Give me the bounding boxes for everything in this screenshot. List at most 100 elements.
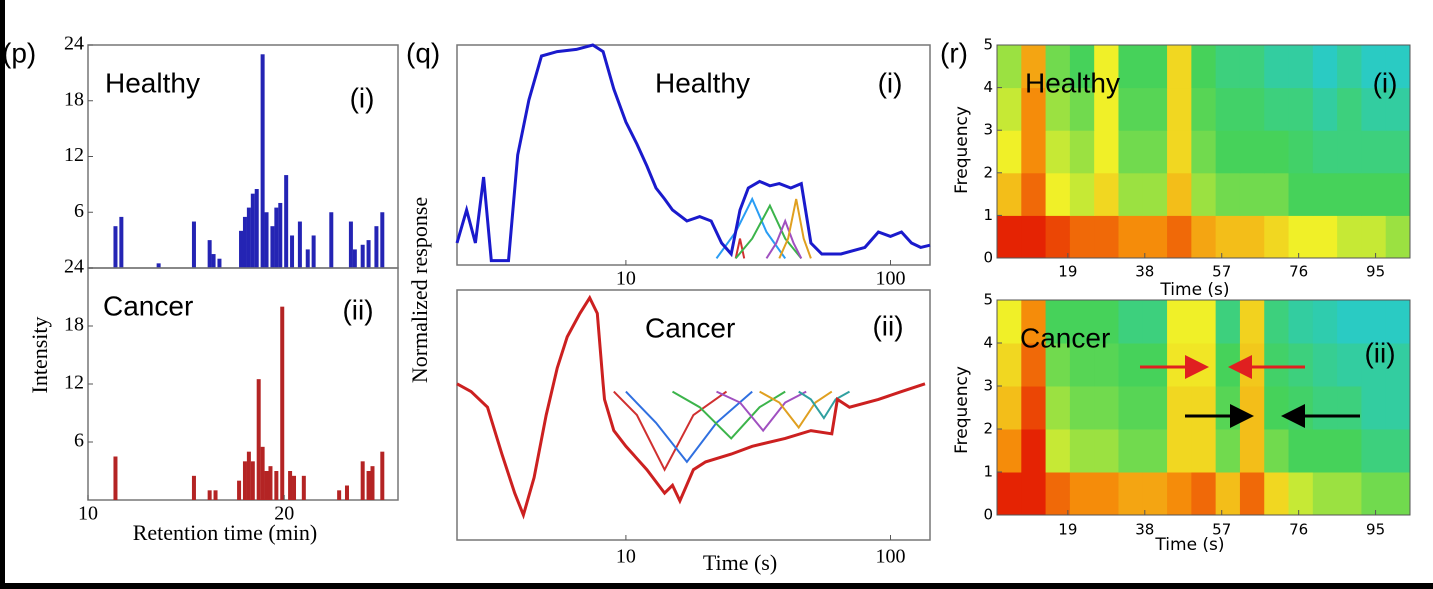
heat-cell — [1094, 87, 1119, 131]
heat-cell — [1312, 472, 1338, 516]
peak-line — [734, 203, 803, 260]
x-tick-label: 57 — [1212, 521, 1231, 539]
heat-cell — [1069, 215, 1095, 259]
x-tick-label: 10 — [78, 503, 98, 525]
bar — [284, 175, 289, 268]
x-tick-label: 95 — [1366, 263, 1385, 281]
heat-cell — [1142, 87, 1168, 131]
heat-cell — [1215, 429, 1241, 473]
heat-cell — [997, 45, 1022, 89]
peak-line — [765, 218, 803, 259]
heat-cell — [1385, 45, 1411, 89]
heat-cell — [1337, 472, 1362, 516]
heat-cell — [1337, 172, 1362, 216]
y-tick-label: 5 — [983, 36, 993, 54]
heat-cell — [997, 386, 1022, 430]
heat-cell — [1385, 386, 1411, 430]
arrows — [1140, 355, 1360, 428]
heat-cell — [1288, 343, 1314, 387]
chart-title: Cancer — [645, 312, 735, 343]
bar — [370, 466, 375, 500]
heat-cell — [1045, 130, 1071, 174]
panel-label: (r) — [940, 37, 968, 68]
heat-cell — [1118, 343, 1144, 387]
heat-cell — [1069, 45, 1095, 89]
x-tick-label: 57 — [1212, 263, 1231, 281]
y-tick-label: 6 — [74, 430, 84, 452]
heat-cell — [1264, 130, 1290, 174]
heat-cell — [1021, 172, 1047, 216]
y-tick-label: 18 — [64, 88, 84, 110]
heat-cell — [1021, 429, 1047, 473]
heat-cell — [1045, 429, 1071, 473]
x-tick-label: 19 — [1058, 263, 1077, 281]
heat-cell — [1094, 472, 1119, 516]
heat-cell — [1045, 87, 1071, 131]
heat-cell — [1191, 386, 1217, 430]
bar — [274, 471, 279, 500]
heat-cell — [1191, 215, 1217, 259]
heat-cell — [1215, 45, 1241, 89]
heat-cell — [1045, 472, 1071, 516]
bar — [254, 189, 259, 268]
bar — [237, 480, 242, 500]
heat-cell — [1094, 172, 1119, 216]
heat-cell — [1069, 87, 1095, 131]
heat-cell — [1215, 87, 1241, 131]
peak-line — [672, 390, 786, 440]
y-tick-label: 3 — [983, 377, 993, 395]
heat-cell — [1118, 472, 1144, 516]
heat-cell — [1215, 300, 1241, 344]
heat-cell — [1167, 45, 1192, 89]
bar — [113, 456, 118, 500]
heat-cell — [1337, 215, 1362, 259]
heat-cell — [1045, 343, 1071, 387]
heat-cell — [997, 130, 1022, 174]
bar — [348, 221, 353, 268]
heat-cell — [1191, 300, 1217, 344]
bar — [213, 490, 218, 500]
bar — [366, 240, 371, 268]
peak-line — [625, 390, 753, 464]
x-tick-label: 20 — [274, 503, 294, 525]
heat-cell — [1069, 429, 1095, 473]
heat-cell — [997, 172, 1022, 216]
x-axis-label: Time (s) — [703, 550, 777, 575]
x-axis-label: Time (s) — [1159, 280, 1229, 300]
heat-cell — [1312, 343, 1338, 387]
heat-cell — [1118, 172, 1144, 216]
heat-cell — [1167, 472, 1192, 516]
x-tick-label: 100 — [876, 268, 906, 290]
heat-cell — [1142, 45, 1168, 89]
heat-cell — [1239, 343, 1265, 387]
y-tick-label: 12 — [64, 372, 84, 394]
heat-cell — [1288, 472, 1314, 516]
heat-cell — [1118, 130, 1144, 174]
heat-cell — [1337, 343, 1362, 387]
heat-cell — [1239, 45, 1265, 89]
heat-cell — [1337, 45, 1362, 89]
heat-cell — [1239, 429, 1265, 473]
plot-frame — [996, 44, 1411, 259]
y-axis-label: Normalized response — [407, 197, 432, 383]
subplot: 10 100 (q) Healthy (i) Normalized response — [406, 37, 931, 383]
y-axis-label: Intensity — [27, 317, 52, 394]
heat-cell — [1069, 172, 1095, 216]
y-tick-label: 3 — [983, 121, 993, 139]
heat-cell — [1118, 300, 1144, 344]
heat-cell — [1167, 172, 1192, 216]
heat-cell — [1337, 130, 1362, 174]
bar — [297, 221, 302, 268]
y-tick-label: 12 — [64, 144, 84, 166]
heat-cell — [1361, 300, 1387, 344]
bar — [264, 471, 269, 500]
bar — [288, 471, 293, 500]
bar — [246, 451, 251, 500]
heat-cell — [1142, 172, 1168, 216]
heat-cell — [1191, 472, 1217, 516]
heat-cell — [1385, 130, 1411, 174]
heat-cell — [1021, 472, 1047, 516]
bar — [292, 475, 297, 500]
heat-cell — [1264, 343, 1290, 387]
